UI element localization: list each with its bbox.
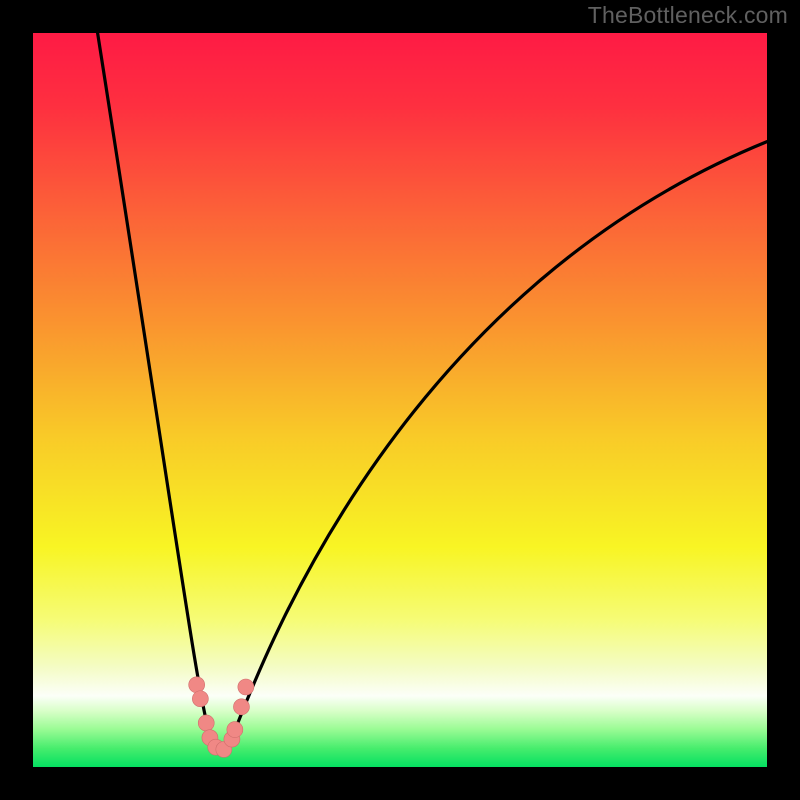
- data-marker: [233, 699, 249, 715]
- plot-area: [33, 33, 767, 767]
- bottleneck-curve: [98, 33, 767, 749]
- watermark-text: TheBottleneck.com: [588, 2, 788, 29]
- chart-frame: TheBottleneck.com: [0, 0, 800, 800]
- data-marker: [198, 715, 214, 731]
- data-marker: [189, 677, 205, 693]
- data-marker: [192, 691, 208, 707]
- curve-layer: [33, 33, 767, 767]
- data-marker: [227, 722, 243, 738]
- data-marker: [238, 679, 254, 695]
